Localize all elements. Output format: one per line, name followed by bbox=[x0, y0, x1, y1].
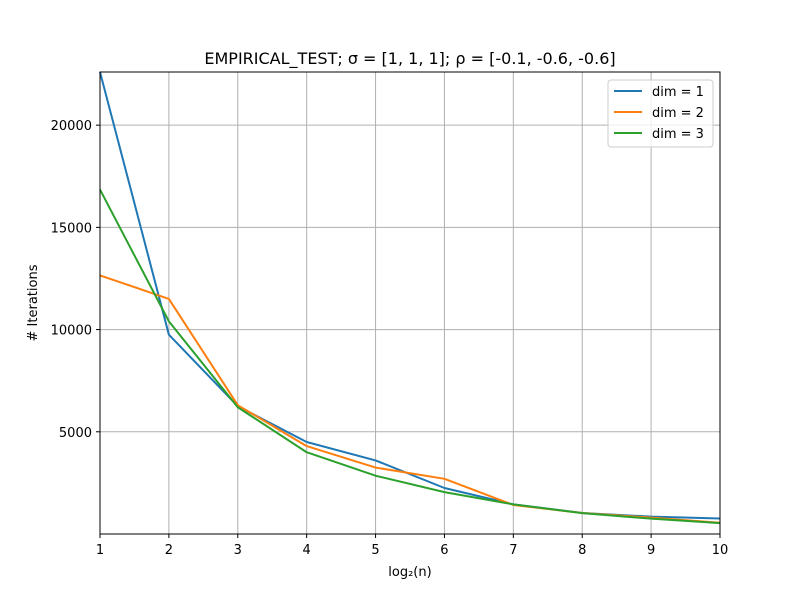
y-axis-ticks: 5000 10000 15000 20000 bbox=[51, 119, 100, 441]
x-tick-label: 9 bbox=[647, 543, 655, 558]
chart-title: EMPIRICAL_TEST; σ = [1, 1, 1]; ρ = [-0.1… bbox=[204, 49, 615, 69]
axes-frame bbox=[99, 71, 721, 535]
x-tick-label: 6 bbox=[440, 543, 448, 558]
series-lines bbox=[99, 71, 721, 525]
legend-box bbox=[607, 79, 714, 148]
series-line-2 bbox=[99, 274, 721, 524]
x-tick-label: 10 bbox=[712, 543, 729, 558]
x-axis-label: log₂(n) bbox=[388, 565, 431, 580]
y-tick-label: 10000 bbox=[51, 324, 92, 339]
legend-label-2: dim = 2 bbox=[652, 106, 704, 121]
y-tick-label: 20000 bbox=[51, 119, 92, 134]
legend-label-3: dim = 3 bbox=[652, 127, 704, 142]
y-tick-label: 15000 bbox=[51, 221, 92, 236]
x-axis-ticks: 1 2 3 4 5 6 7 8 9 10 bbox=[96, 534, 728, 558]
legend-label-1: dim = 1 bbox=[652, 85, 704, 100]
legend: dim = 1 dim = 2 dim = 3 bbox=[607, 79, 714, 148]
series-line-3 bbox=[99, 189, 721, 525]
x-tick-label: 4 bbox=[303, 543, 311, 558]
x-tick-label: 1 bbox=[96, 543, 104, 558]
x-tick-label: 8 bbox=[578, 543, 586, 558]
y-axis-label: # Iterations bbox=[26, 264, 41, 341]
x-tick-label: 5 bbox=[371, 543, 379, 558]
x-tick-label: 3 bbox=[234, 543, 242, 558]
x-tick-label: 2 bbox=[165, 543, 173, 558]
y-tick-label: 5000 bbox=[59, 426, 92, 441]
x-tick-label: 7 bbox=[509, 543, 517, 558]
